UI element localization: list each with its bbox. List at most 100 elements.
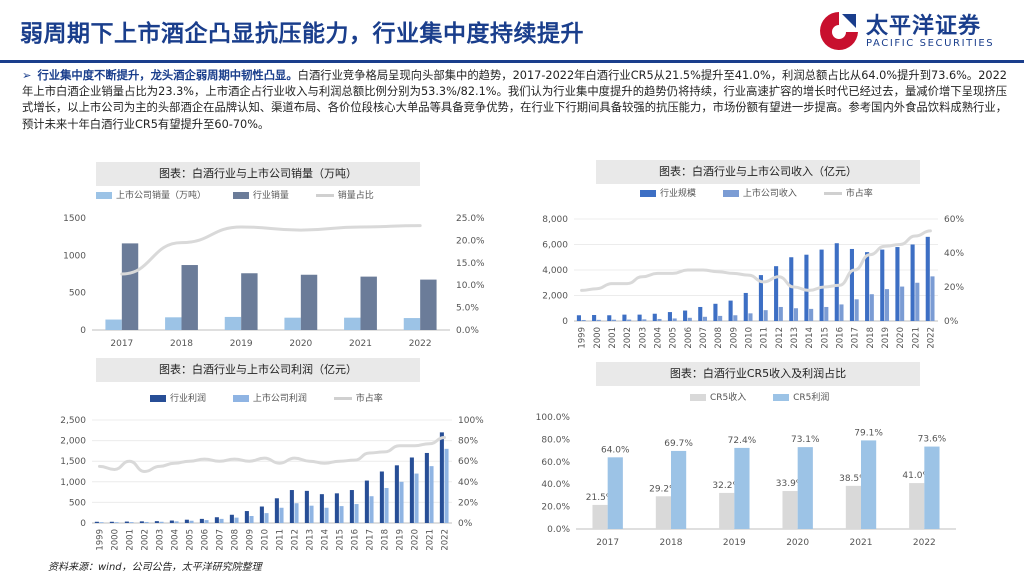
legend-item: CR5利润 bbox=[773, 393, 829, 403]
y-tick-label: 0 bbox=[80, 326, 86, 336]
bar bbox=[144, 521, 149, 523]
x-tick-label: 2019 bbox=[723, 538, 746, 548]
bar bbox=[581, 319, 586, 321]
chart-volume: 0 500 1000 1500 0.0% 5.0% 10.0% 15.0% 20.0% 25.0%… bbox=[63, 214, 485, 349]
bar bbox=[869, 294, 874, 321]
bar bbox=[99, 522, 104, 523]
x-tick-label: 2016 bbox=[351, 529, 361, 551]
y-tick-label: 40.0% bbox=[541, 480, 570, 490]
legend-item: 市占率 bbox=[333, 394, 383, 404]
bar bbox=[109, 521, 114, 523]
bar bbox=[204, 520, 209, 523]
bar bbox=[884, 289, 890, 321]
bar bbox=[683, 310, 688, 321]
x-tick-label: 2022 bbox=[926, 327, 936, 349]
x-tick-label: 2014 bbox=[321, 529, 331, 551]
bar bbox=[698, 306, 703, 321]
y2-tick-label: 15.0% bbox=[456, 259, 485, 269]
bar bbox=[121, 243, 139, 330]
bar bbox=[360, 276, 377, 330]
x-tick-label: 2017 bbox=[596, 538, 619, 548]
y-tick-label: 1500 bbox=[63, 214, 86, 224]
x-tick-label: 2017 bbox=[851, 327, 861, 349]
bar bbox=[181, 265, 198, 330]
x-tick-label: 2021 bbox=[426, 529, 436, 551]
series-line bbox=[580, 229, 932, 292]
bar bbox=[334, 493, 339, 523]
chart-title-cr5: 图表：白酒行业CR5收入及利润占比 bbox=[596, 362, 920, 386]
x-tick-label: 2013 bbox=[306, 529, 316, 551]
data-label: 41.0% bbox=[902, 471, 931, 481]
y2-tick-label: 10.0% bbox=[456, 281, 485, 291]
bar bbox=[324, 507, 329, 523]
bar bbox=[596, 319, 601, 321]
y2-tick-label: 5.0% bbox=[456, 304, 479, 314]
x-tick-label: 2009 bbox=[729, 327, 739, 349]
chart-title-profit: 图表：白酒行业与上市公司利润（亿元） bbox=[96, 358, 420, 382]
bar bbox=[319, 494, 324, 523]
bar bbox=[224, 316, 242, 330]
bar bbox=[915, 282, 920, 321]
x-tick-label: 2009 bbox=[246, 529, 256, 551]
bar bbox=[627, 319, 632, 321]
bar bbox=[657, 318, 662, 321]
bar bbox=[105, 319, 122, 330]
x-tick-label: 2006 bbox=[201, 529, 211, 551]
x-tick-label: 2020 bbox=[289, 339, 312, 349]
paragraph-body: 白酒行业竞争格局呈现向头部集中的趋势，2017-2022年白酒行业CR5从21.… bbox=[22, 69, 1007, 131]
paragraph-lead: 行业集中度不断提升，龙头酒企弱周期中韧性凸显。 bbox=[37, 69, 298, 82]
bar bbox=[687, 317, 692, 321]
bar bbox=[652, 313, 657, 321]
y2-tick-label: 40% bbox=[944, 249, 964, 259]
x-tick-label: 2002 bbox=[141, 529, 151, 551]
data-label: 72.4% bbox=[728, 436, 757, 446]
y-tick-label: 1000 bbox=[63, 251, 86, 261]
bar bbox=[165, 317, 182, 330]
x-tick-label: 2017 bbox=[110, 339, 133, 349]
y-tick-label: 4,000 bbox=[542, 266, 568, 276]
x-tick-label: 2008 bbox=[231, 529, 241, 551]
x-tick-label: 2022 bbox=[441, 529, 451, 551]
bar bbox=[399, 481, 404, 523]
bar bbox=[900, 286, 905, 321]
chart-cr5: 0.0% 20.0% 40.0% 60.0% 80.0% 100.0% 21.5% 29.2%… bbox=[536, 413, 956, 548]
bar bbox=[403, 318, 421, 330]
data-label: 29.2% bbox=[649, 484, 678, 494]
logo-text-en: PACIFIC SECURITIES bbox=[866, 38, 995, 49]
bar bbox=[622, 314, 627, 321]
data-label: 79.1% bbox=[854, 428, 883, 438]
y-tick-label: 2,000 bbox=[542, 292, 568, 302]
bar bbox=[439, 432, 444, 523]
chart-title-volume: 图表：白酒行业与上市公司销量（万吨） bbox=[96, 162, 420, 186]
y2-tick-label: 0% bbox=[458, 519, 473, 529]
y-tick-label: 80.0% bbox=[541, 435, 570, 445]
bar bbox=[607, 457, 623, 529]
data-label: 73.6% bbox=[918, 435, 947, 445]
legend-volume: 上市公司销量（万吨） 行业销量 销量占比 bbox=[96, 188, 398, 201]
logo-icon bbox=[820, 12, 858, 50]
x-tick-label: 2018 bbox=[381, 529, 391, 551]
y2-tick-label: 25.0% bbox=[456, 214, 485, 224]
bar bbox=[304, 490, 309, 523]
bar bbox=[159, 521, 164, 523]
y2-tick-label: 80% bbox=[458, 437, 478, 447]
x-tick-label: 2016 bbox=[835, 327, 845, 349]
bar bbox=[274, 498, 279, 523]
data-label: 73.1% bbox=[791, 435, 820, 445]
x-tick-label: 2012 bbox=[775, 327, 785, 349]
bar bbox=[734, 447, 750, 529]
x-tick-label: 2020 bbox=[896, 327, 906, 349]
y-tick-label: 2,000 bbox=[60, 437, 86, 447]
bullet-icon: ➢ bbox=[22, 69, 32, 82]
bar bbox=[671, 450, 687, 529]
x-tick-label: 1999 bbox=[96, 529, 106, 551]
y2-tick-label: 0.0% bbox=[456, 326, 479, 336]
legend-item: 销量占比 bbox=[315, 191, 374, 201]
y2-tick-label: 100% bbox=[458, 416, 484, 426]
x-tick-label: 2004 bbox=[171, 529, 181, 551]
x-tick-label: 2011 bbox=[760, 327, 770, 349]
bar bbox=[424, 452, 429, 523]
page-title: 弱周期下上市酒企凸显抗压能力，行业集中度持续提升 bbox=[20, 21, 584, 47]
x-tick-label: 2015 bbox=[820, 327, 830, 349]
x-tick-label: 2001 bbox=[608, 327, 618, 349]
